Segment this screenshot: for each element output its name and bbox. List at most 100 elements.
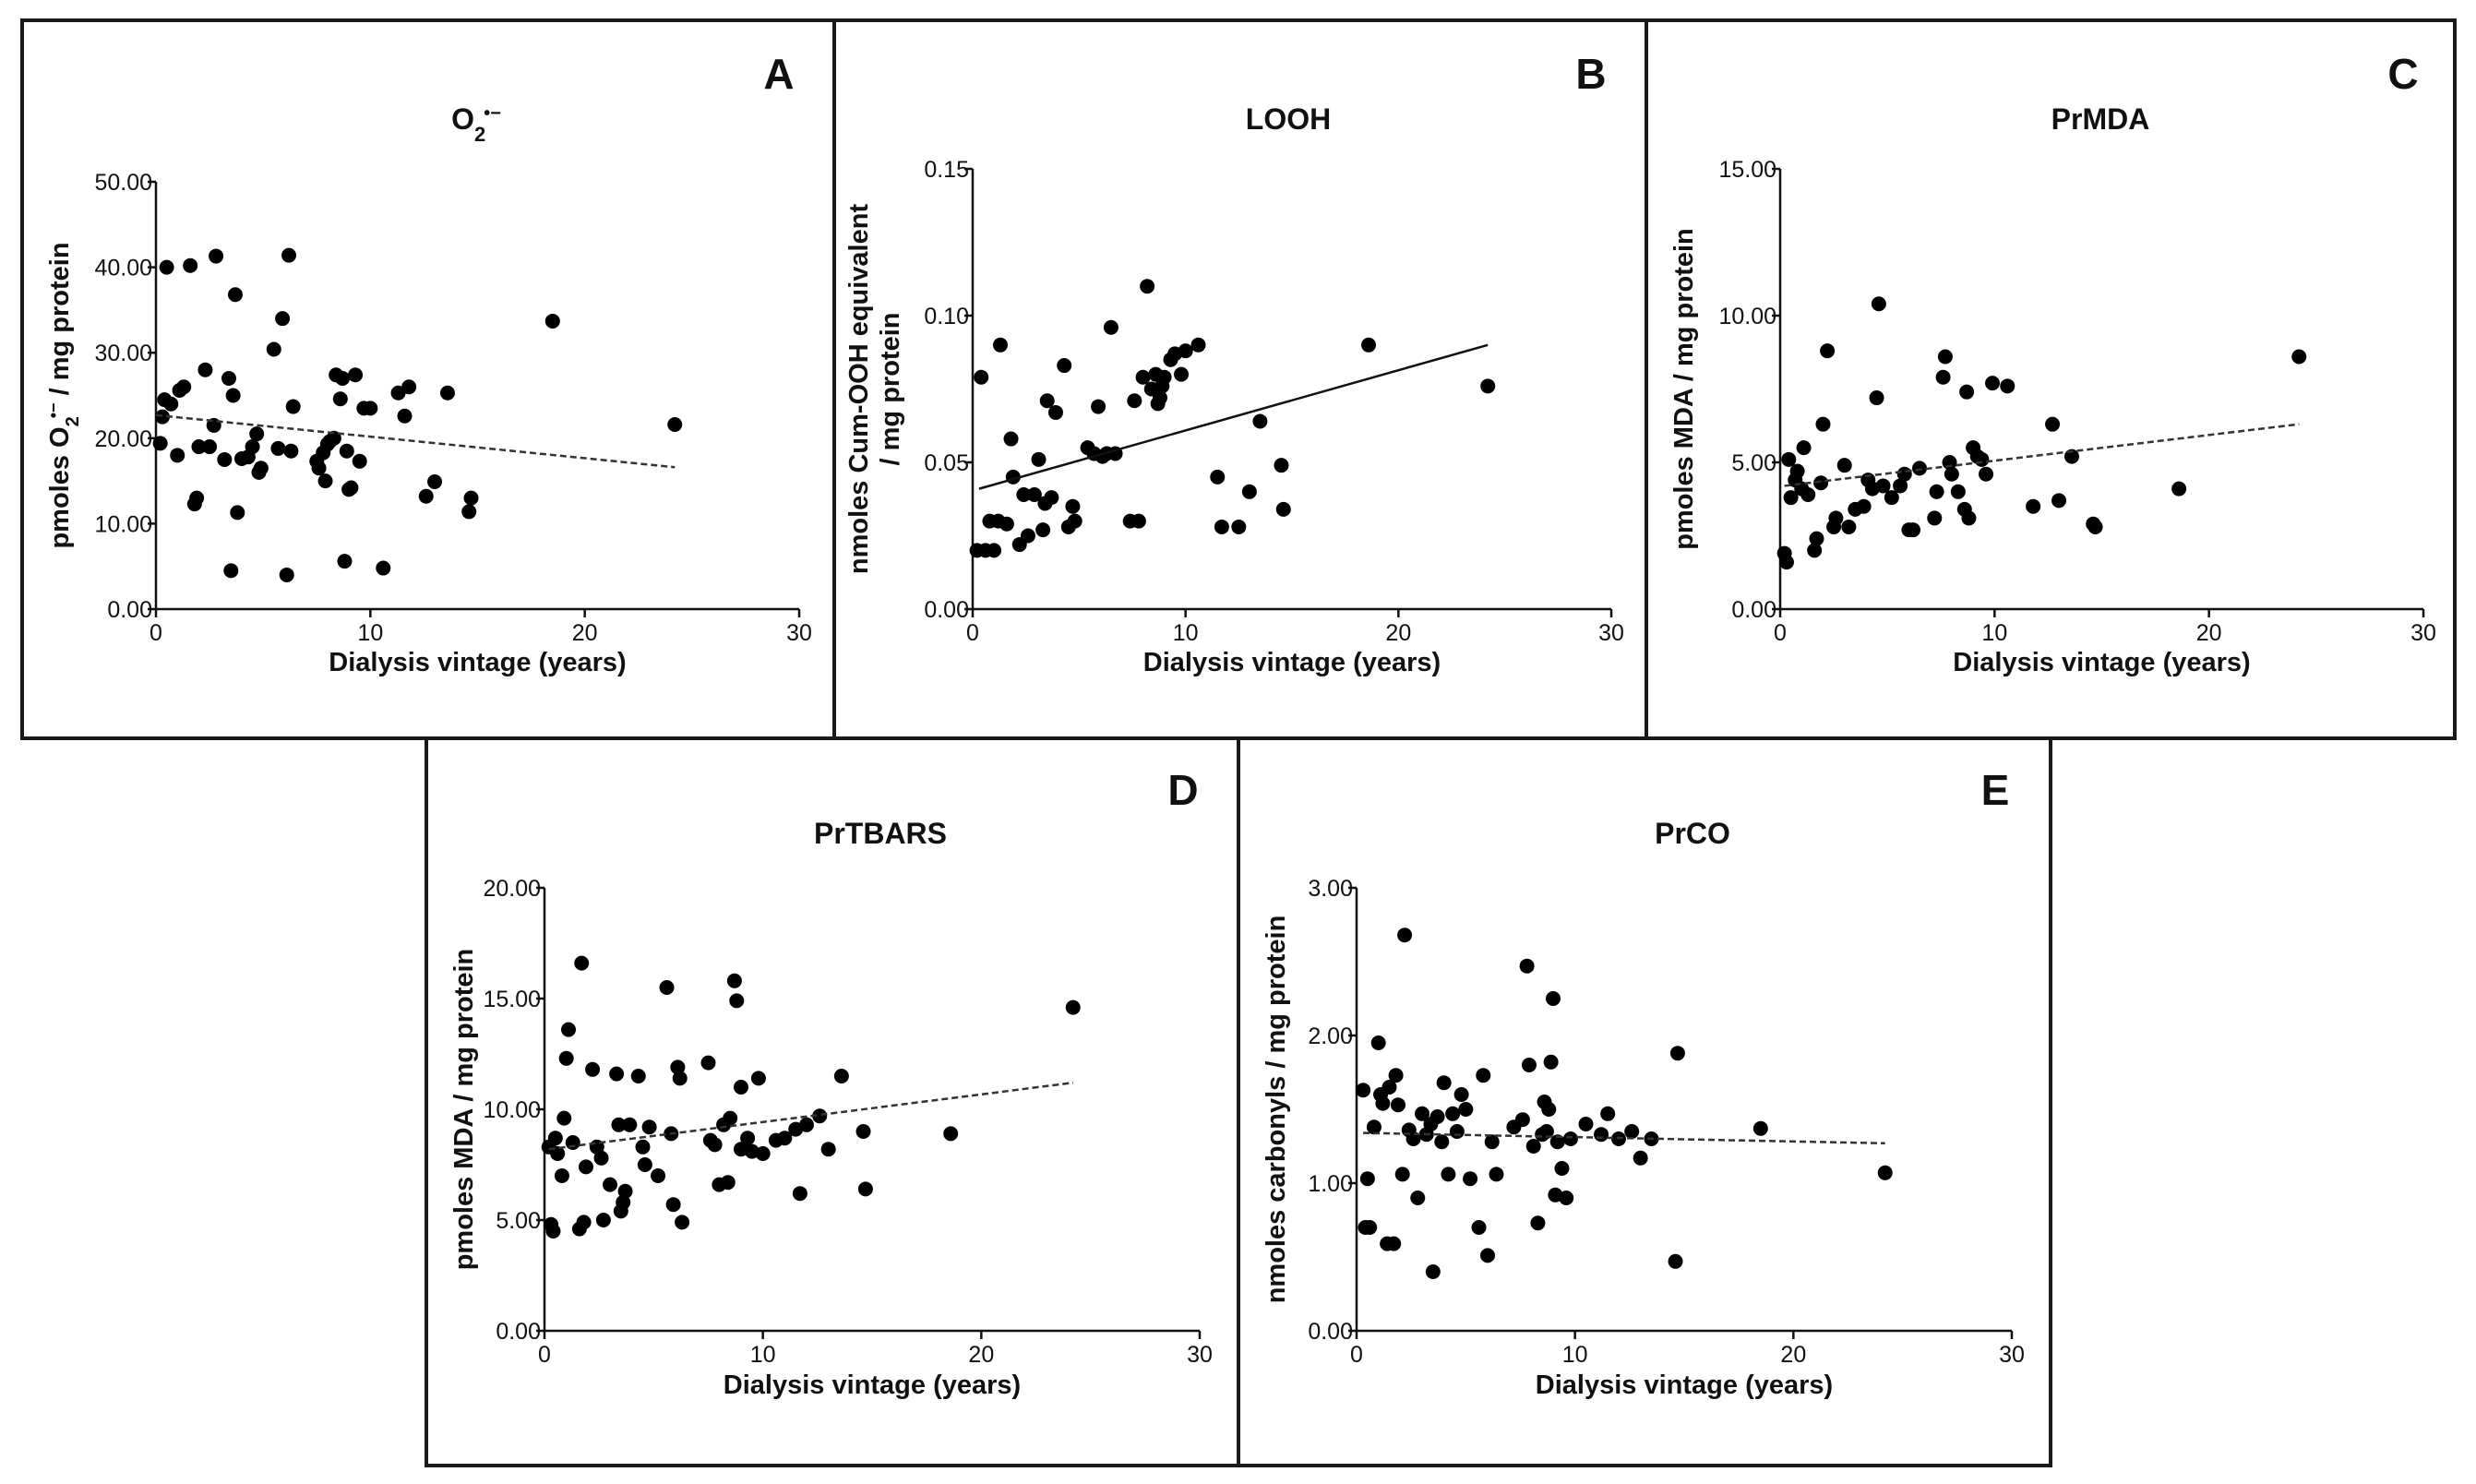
data-point — [1896, 466, 1912, 482]
data-point — [1429, 1109, 1445, 1124]
y-tick-label: 2.00 — [1308, 1023, 1353, 1049]
data-point — [176, 379, 192, 395]
data-point — [1484, 1134, 1500, 1150]
data-point — [1813, 475, 1829, 491]
data-point — [1458, 1102, 1474, 1117]
data-point — [326, 430, 341, 446]
x-tick-label: 0 — [1774, 620, 1787, 646]
data-point — [547, 1131, 563, 1146]
data-point — [1961, 510, 1977, 526]
data-point — [1856, 498, 1872, 514]
data-point — [283, 443, 299, 459]
chart-e: E PrCO 0 10 20 30 0.00 1.00 2.00 3.00 Dialysis vin… — [1262, 766, 2025, 1400]
data-point — [1003, 431, 1019, 447]
data-point — [1091, 399, 1106, 414]
data-point — [1783, 490, 1799, 506]
data-point — [550, 1146, 566, 1161]
data-point — [1434, 1134, 1450, 1150]
data-point — [1274, 458, 1289, 473]
data-point — [1514, 1112, 1530, 1128]
data-point — [855, 1124, 871, 1139]
data-point — [376, 560, 391, 576]
panel-e: E PrCO 0 10 20 30 0.00 1.00 2.00 3.00 Dialysis vin… — [1237, 736, 2052, 1467]
y-tick-label: 0.00 — [1731, 597, 1776, 623]
data-point — [799, 1117, 814, 1132]
data-point — [170, 448, 185, 463]
data-point — [285, 399, 301, 414]
data-point — [1016, 486, 1032, 502]
data-point — [1927, 510, 1943, 526]
data-point — [352, 453, 367, 469]
data-point — [1425, 1264, 1441, 1279]
data-point — [1600, 1106, 1616, 1121]
data-point — [987, 543, 1002, 558]
data-point — [777, 1131, 793, 1146]
data-point — [672, 1071, 688, 1086]
y-axis-label: nmoles carbonyls / mg protein — [1262, 916, 1291, 1304]
data-point — [2051, 493, 2067, 509]
data-point — [554, 1168, 569, 1183]
data-point — [1877, 1165, 1893, 1180]
chart-title: LOOH — [1246, 102, 1331, 136]
x-tick-label: 0 — [966, 620, 979, 646]
data-point — [1669, 1046, 1685, 1061]
data-point — [1807, 543, 1823, 558]
x-tick-label: 10 — [357, 620, 383, 646]
panel-d: D PrTBARS 0 10 20 30 0.00 5.00 10.00 15.00 20.00 Di… — [425, 736, 1240, 1467]
data-point — [992, 337, 1008, 353]
data-point — [1463, 1171, 1478, 1187]
data-point — [609, 1066, 625, 1082]
data-point — [1668, 1253, 1683, 1269]
data-point — [1031, 451, 1047, 467]
data-point — [397, 408, 413, 424]
data-point — [163, 396, 179, 412]
y-axis-label: pmoles O2•− / mg protein — [44, 242, 83, 548]
data-point — [1375, 1095, 1391, 1111]
data-point — [1815, 416, 1831, 432]
data-point — [720, 1175, 736, 1191]
data-point — [1362, 1220, 1378, 1235]
y-tick-label: 15.00 — [483, 987, 541, 1012]
data-point — [439, 385, 455, 401]
data-point — [1906, 522, 1921, 538]
data-point — [1359, 1171, 1375, 1187]
chart-title: O2•− — [451, 102, 501, 146]
chart-c: C PrMDA 0 10 20 30 0.00 5.00 10.00 15.00 Dialysis … — [1669, 50, 2436, 677]
data-point — [245, 439, 260, 455]
data-point — [1594, 1127, 1609, 1143]
trend-line — [548, 1081, 1073, 1151]
data-point — [545, 1224, 561, 1239]
x-tick-label: 20 — [2196, 620, 2222, 646]
y-tick-label: 50.00 — [94, 170, 152, 196]
data-point — [418, 488, 434, 504]
data-point — [311, 461, 327, 476]
x-axis-label: Dialysis vintage (years) — [1143, 648, 1441, 677]
data-point — [1156, 369, 1172, 385]
data-point — [1065, 999, 1081, 1015]
data-point — [1057, 358, 1072, 374]
y-tick-label: 5.00 — [1731, 450, 1776, 476]
data-point — [750, 1071, 766, 1086]
y-axis-label: nmoles Cum-OOH equivalent — [844, 204, 874, 575]
x-tick-label: 10 — [1981, 620, 2007, 646]
data-point — [595, 1213, 611, 1227]
data-point — [792, 1186, 807, 1202]
data-point — [734, 1080, 748, 1095]
trend-line — [155, 413, 676, 469]
data-point — [1929, 484, 1944, 499]
y-tick-label: 20.00 — [94, 426, 152, 452]
data-point — [1979, 466, 1994, 482]
data-point — [1174, 366, 1190, 382]
y-tick-label: 1.00 — [1308, 1171, 1353, 1197]
data-point — [1562, 1131, 1578, 1146]
data-point — [2171, 481, 2187, 497]
data-point — [574, 955, 590, 971]
x-tick-label: 0 — [1350, 1342, 1363, 1368]
chart-title: PrTBARS — [814, 817, 947, 850]
data-point — [1796, 440, 1812, 456]
data-point — [1836, 458, 1852, 473]
data-point — [227, 287, 243, 303]
data-point — [617, 1183, 633, 1199]
data-point — [1356, 1083, 1371, 1098]
data-point — [348, 367, 364, 383]
